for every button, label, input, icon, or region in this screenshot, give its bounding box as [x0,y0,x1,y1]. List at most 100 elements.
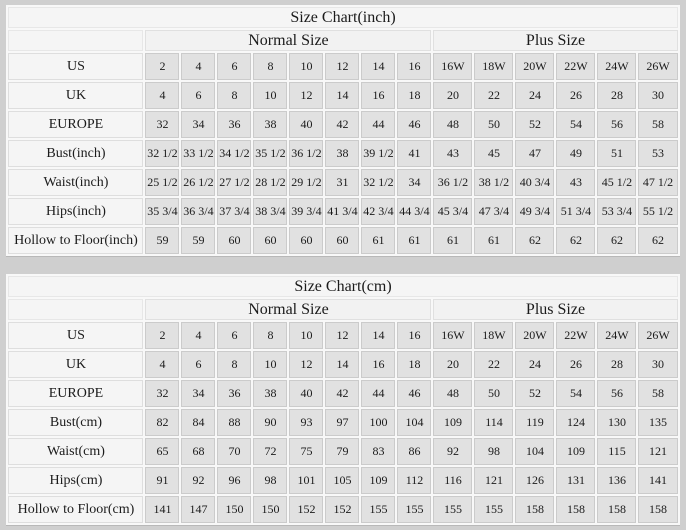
size-value: 10 [253,351,288,378]
size-value: 43 [556,169,596,196]
table-row: UK 4 6 8 10 12 14 16 18 20 22 24 26 28 30 [8,82,678,109]
size-value: 42 [325,380,360,407]
size-value: 90 [253,409,288,436]
table-row: Hollow to Floor(inch) 59 59 60 60 60 60 61 61 61 6… [8,227,678,254]
size-value: 14 [361,322,396,349]
size-value: 6 [217,322,252,349]
corner-cell [8,30,144,51]
size-value: 18W [474,53,514,80]
size-value: 42 3/4 [361,198,396,225]
size-value: 33 1/2 [181,140,216,167]
size-value: 147 [181,496,216,523]
size-value: 59 [145,227,180,254]
size-value: 24W [597,322,637,349]
size-value: 4 [181,53,216,80]
size-value: 55 1/2 [638,198,678,225]
size-value: 82 [145,409,180,436]
size-value: 158 [515,496,555,523]
size-value: 20 [433,351,473,378]
size-value: 20W [515,322,555,349]
size-value: 2 [145,322,180,349]
size-value: 150 [253,496,288,523]
size-value: 130 [597,409,637,436]
size-value: 10 [289,53,324,80]
size-value: 92 [433,438,473,465]
size-value: 34 [397,169,432,196]
size-value: 28 1/2 [253,169,288,196]
size-value: 155 [397,496,432,523]
size-value: 52 [515,380,555,407]
size-value: 18 [397,82,432,109]
size-value: 28 [597,351,637,378]
size-value: 12 [325,322,360,349]
size-value: 38 1/2 [474,169,514,196]
size-value: 38 [253,111,288,138]
row-label: Bust(inch) [8,140,144,167]
size-value: 47 3/4 [474,198,514,225]
size-value: 46 [397,111,432,138]
size-value: 50 [474,380,514,407]
row-label: UK [8,82,144,109]
table-row: EUROPE 32 34 36 38 40 42 44 46 48 50 52 54 56 58 [8,111,678,138]
size-value: 44 [361,380,396,407]
size-value: 8 [217,82,252,109]
size-value: 84 [181,409,216,436]
size-value: 44 [361,111,396,138]
size-value: 20W [515,53,555,80]
size-value: 4 [181,322,216,349]
size-value: 121 [638,438,678,465]
size-value: 88 [217,409,252,436]
size-value: 58 [638,111,678,138]
table-row: EUROPE 32 34 36 38 40 42 44 46 48 50 52 54 56 58 [8,380,678,407]
size-value: 40 [289,380,324,407]
size-value: 16 [361,351,396,378]
size-value: 26W [638,322,678,349]
size-value: 29 1/2 [289,169,324,196]
size-value: 45 3/4 [433,198,473,225]
size-value: 20 [433,82,473,109]
size-value: 61 [433,227,473,254]
size-value: 124 [556,409,596,436]
size-value: 100 [361,409,396,436]
size-value: 28 [597,82,637,109]
size-value: 105 [325,467,360,494]
row-label: US [8,322,144,349]
size-value: 62 [515,227,555,254]
size-value: 32 1/2 [361,169,396,196]
size-value: 40 3/4 [515,169,555,196]
size-value: 48 [433,380,473,407]
size-chart-cm-table: Size Chart(cm) Normal Size Plus Size US 2 4 6 8… [6,274,680,525]
size-value: 16 [397,53,432,80]
size-value: 54 [556,380,596,407]
size-value: 39 1/2 [361,140,396,167]
table-row: Hollow to Floor(cm) 141 147 150 150 152 152 155… [8,496,678,523]
size-value: 152 [289,496,324,523]
size-value: 158 [556,496,596,523]
size-value: 35 3/4 [145,198,180,225]
size-value: 119 [515,409,555,436]
size-value: 12 [289,351,324,378]
size-value: 86 [397,438,432,465]
row-label: Waist(cm) [8,438,144,465]
size-value: 10 [253,82,288,109]
size-value: 75 [289,438,324,465]
group-header: Normal Size [145,30,432,51]
size-value: 36 [217,111,252,138]
size-value: 36 1/2 [433,169,473,196]
group-header: Normal Size [145,299,432,320]
size-value: 155 [433,496,473,523]
size-value: 53 [638,140,678,167]
size-value: 34 [181,380,216,407]
size-value: 158 [597,496,637,523]
size-value: 60 [325,227,360,254]
size-value: 155 [474,496,514,523]
size-value: 42 [325,111,360,138]
size-value: 101 [289,467,324,494]
size-value: 152 [325,496,360,523]
size-value: 104 [397,409,432,436]
size-value: 8 [253,53,288,80]
size-value: 16 [361,82,396,109]
size-value: 6 [181,82,216,109]
size-value: 109 [556,438,596,465]
size-value: 136 [597,467,637,494]
